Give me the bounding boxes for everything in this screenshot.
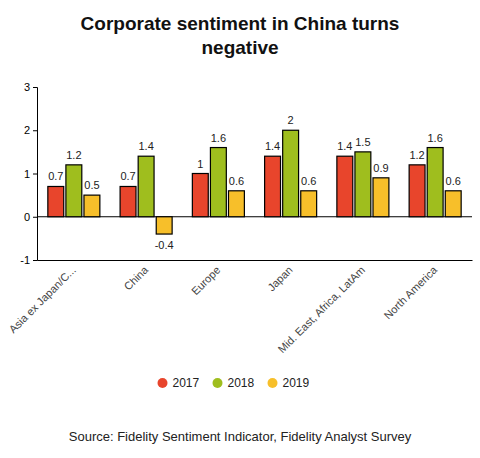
bar	[445, 191, 461, 217]
data-label: 1	[197, 158, 203, 170]
legend-label: 2017	[173, 376, 200, 390]
x-tick: Mid. East, Africa, LatAm	[276, 260, 367, 355]
y-tick-label: 1	[24, 168, 30, 180]
legend: 2017 2018 2019	[158, 376, 310, 390]
x-tick-label: Asia ex Japan/C...	[6, 264, 78, 336]
data-label: 0.6	[446, 175, 461, 187]
bar	[427, 148, 443, 217]
data-label: 0.7	[48, 170, 63, 182]
legend-item: 2018	[213, 376, 255, 390]
plot: -1 0 1 2 3 Asia ex Japan/C... China Europe Japan…	[6, 81, 472, 355]
x-tick-label: China	[121, 263, 150, 292]
bar	[138, 156, 154, 217]
data-label: 1.5	[355, 136, 370, 148]
x-tick: North America	[382, 260, 440, 321]
bar	[409, 165, 425, 217]
y-tick: 1	[24, 168, 37, 180]
source: Source: Fidelity Sentiment Indicator, Fi…	[69, 429, 412, 444]
bar	[283, 130, 299, 217]
y-tick-mark	[33, 260, 37, 261]
legend-symbol	[213, 378, 223, 388]
bar	[66, 165, 82, 217]
data-label: -0.4	[155, 239, 174, 251]
data-label: 0.7	[120, 170, 135, 182]
data-label: 1.2	[409, 149, 424, 161]
x-tick-label: North America	[382, 263, 440, 321]
y-tick: 0	[24, 211, 37, 223]
x-tick: Japan	[265, 260, 295, 293]
legend-symbol	[158, 378, 168, 388]
bar	[48, 186, 64, 216]
bar	[228, 191, 244, 217]
bar	[301, 191, 317, 217]
bar	[210, 148, 226, 217]
y-tick-mark	[33, 217, 37, 218]
x-tick-label: Mid. East, Africa, LatAm	[276, 264, 367, 355]
x-axis: Asia ex Japan/C... China Europe JapanMid. E…	[6, 260, 472, 355]
legend-label: 2018	[228, 376, 255, 390]
data-label: 0.9	[373, 162, 388, 174]
title-line: negative	[201, 37, 278, 58]
bar	[84, 195, 100, 217]
data-label: 0.6	[229, 175, 244, 187]
x-tick: Europe	[189, 260, 223, 297]
data-label: 1.6	[211, 132, 226, 144]
bar	[120, 186, 136, 216]
data-labels: 0.7 0.7 1 1.4 1.4 1.2 1.2 1.4 1.6 2 1.5 1.6 0.5 -0.4 0…	[48, 114, 461, 251]
y-tick-label: 0	[24, 211, 30, 223]
data-label: 1.4	[265, 140, 280, 152]
bar	[192, 174, 208, 217]
bar	[156, 217, 172, 234]
x-tick-label: Europe	[189, 264, 223, 298]
bar	[337, 156, 353, 217]
title: Corporate sentiment in China turns negati…	[81, 13, 400, 58]
data-label: 1.2	[66, 149, 81, 161]
x-tick: Asia ex Japan/C...	[6, 260, 78, 335]
y-tick-label: 3	[24, 81, 30, 93]
y-axis-line	[33, 88, 38, 261]
legend-item: 2019	[268, 376, 310, 390]
title-line: Corporate sentiment in China turns	[81, 13, 400, 34]
data-label: 0.5	[84, 179, 99, 191]
data-label: 1.6	[427, 132, 442, 144]
x-tick: China	[121, 260, 150, 292]
y-tick-mark	[33, 174, 37, 175]
legend-item: 2017	[158, 376, 200, 390]
y-tick: -1	[20, 254, 37, 266]
y-tick: 2	[24, 124, 37, 136]
y-tick: 3	[24, 81, 37, 93]
x-axis-line	[38, 260, 473, 261]
bar	[265, 156, 281, 217]
x-tick-label: Japan	[265, 264, 295, 294]
data-label: 1.4	[138, 140, 153, 152]
chart: Corporate sentiment in China turns negati…	[0, 0, 480, 458]
bar	[373, 178, 389, 217]
data-label: 0.6	[301, 175, 316, 187]
bar	[355, 152, 371, 217]
y-tick-label: 2	[24, 124, 30, 136]
legend-label: 2019	[283, 376, 310, 390]
zero-line	[37, 216, 472, 217]
data-label: 1.4	[337, 140, 352, 152]
y-axis: -1 0 1 2 3	[20, 81, 37, 266]
data-label: 2	[288, 114, 294, 126]
y-tick-mark	[33, 130, 37, 131]
y-tick-mark	[33, 87, 37, 88]
bars	[48, 130, 461, 234]
legend-symbol	[268, 378, 278, 388]
y-tick-label: -1	[20, 254, 30, 266]
